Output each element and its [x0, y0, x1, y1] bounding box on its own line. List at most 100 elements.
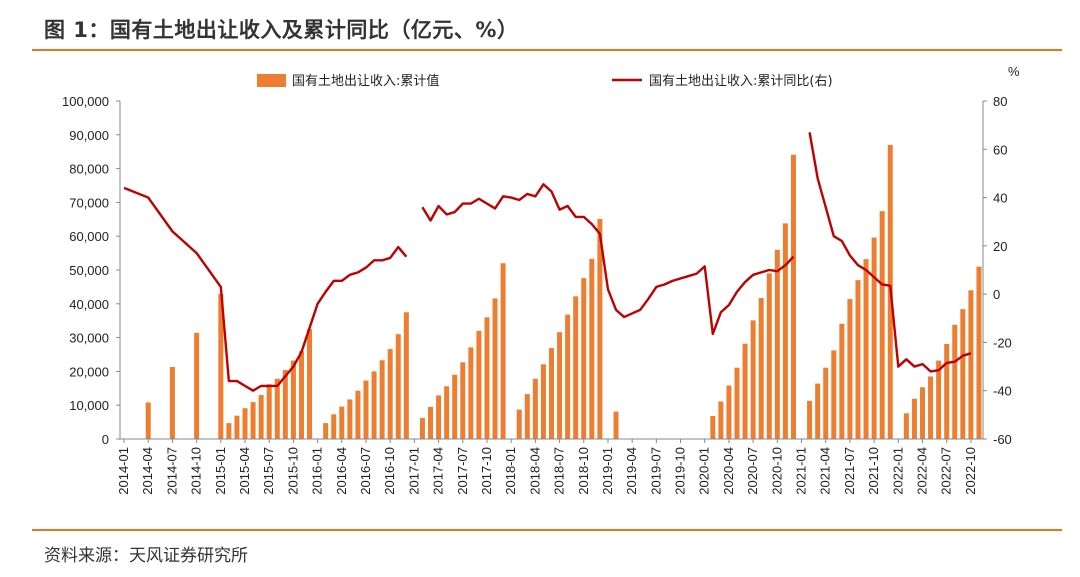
bar-2015-08: [274, 378, 280, 439]
y-left-tick-label: 70,000: [69, 195, 109, 210]
bar-2021-10: [871, 237, 877, 439]
bar-2018-05: [540, 364, 546, 439]
bar-2014-07: [169, 367, 175, 439]
x-tick-label: 2020-10: [769, 447, 784, 495]
bar-2021-08: [855, 280, 861, 439]
bar-2017-06: [452, 374, 458, 439]
bar-2021-04: [823, 367, 829, 439]
y-right-tick-label: 20: [993, 239, 1007, 254]
legend-line-label: 国有土地出让收入:累计同比(右): [649, 74, 833, 89]
yoy-line-segment-2: [808, 132, 972, 373]
bar-2016-09: [379, 360, 385, 439]
bar-2018-03: [524, 394, 530, 439]
y-right-tick-label: -20: [993, 335, 1012, 350]
bar-2015-10: [290, 360, 296, 439]
bar-2017-09: [476, 330, 482, 439]
bar-2015-09: [282, 370, 288, 439]
bar-2022-02: [903, 413, 909, 439]
x-tick-label: 2014-04: [140, 447, 155, 495]
bar-2018-04: [532, 378, 538, 439]
x-tick-label: 2019-01: [600, 447, 615, 495]
bar-2015-12: [307, 329, 313, 439]
x-tick-label: 2016-01: [310, 447, 325, 495]
x-axis: 2014-01 2014-04 2014-07 2014-10 2015-01 2015-…: [116, 439, 978, 495]
bar-2022-06: [936, 360, 942, 439]
chart-title: 图 1：国有土地出让收入及累计同比（亿元、%）: [44, 18, 519, 42]
x-tick-label: 2014-01: [116, 447, 131, 495]
x-tick-label: 2022-04: [915, 447, 930, 495]
bar-2015-02: [226, 423, 232, 439]
bar-2020-05: [734, 367, 740, 439]
y-right-tick-label: -40: [993, 384, 1012, 399]
bar-2016-04: [339, 406, 345, 439]
x-tick-label: 2017-07: [455, 447, 470, 495]
bar-2020-10: [774, 249, 780, 439]
bar-2015-07: [266, 384, 272, 439]
chart-legend: 国有土地出让收入:累计值 国有土地出让收入:累计同比(右): [257, 73, 833, 89]
y-right-tick-label: 80: [993, 94, 1007, 109]
bar-2021-07: [847, 299, 853, 439]
bar-2022-10: [968, 290, 974, 439]
bar-2017-04: [436, 395, 442, 439]
bar-2016-07: [363, 380, 369, 439]
bar-2016-11: [395, 334, 401, 439]
x-tick-label: 2021-04: [818, 447, 833, 495]
x-tick-label: 2017-04: [431, 447, 446, 495]
bar-2020-02: [710, 416, 716, 439]
x-tick-label: 2015-10: [285, 447, 300, 495]
x-tick-label: 2020-01: [697, 447, 712, 495]
chart-canvas: 国有土地出让收入:累计值 国有土地出让收入:累计同比(右) % 0 10,000 2…: [62, 64, 1020, 495]
x-tick-label: 2022-07: [939, 447, 954, 495]
x-tick-label: 2018-07: [552, 447, 567, 495]
line-series-group: [123, 132, 972, 392]
bar-2020-08: [758, 298, 764, 439]
bar-2014-04: [145, 402, 151, 439]
x-tick-label: 2021-10: [866, 447, 881, 495]
bar-2016-05: [347, 399, 353, 439]
bar-2016-08: [371, 371, 377, 439]
bar-2017-12: [500, 263, 506, 439]
y-left-tick-label: 60,000: [69, 229, 109, 244]
yoy-line-segment-1: [421, 183, 795, 336]
legend-bar-swatch: [257, 74, 286, 87]
y-axis-left: 0 10,000 20,000 30,000 40,000 50,000 60,000 70,…: [62, 94, 121, 447]
bar-2016-12: [403, 312, 409, 439]
right-axis-unit: %: [1008, 64, 1020, 79]
bar-2016-06: [355, 390, 361, 439]
x-tick-label: 2021-01: [794, 447, 809, 495]
bar-2022-09: [960, 309, 966, 439]
source-note: 资料来源：天风证券研究所: [44, 546, 248, 566]
yoy-line-segment-0: [123, 186, 408, 392]
bar-2015-11: [298, 351, 304, 439]
bar-2022-08: [952, 324, 958, 439]
bar-2020-03: [718, 401, 724, 439]
x-tick-label: 2022-01: [890, 447, 905, 495]
bar-2022-07: [944, 344, 950, 439]
bar-2018-08: [565, 314, 571, 439]
bar-2017-08: [468, 347, 474, 439]
bar-2022-11: [976, 266, 982, 439]
bar-2016-10: [387, 349, 393, 439]
bar-2019-02: [613, 411, 619, 439]
bar-2020-06: [742, 343, 748, 439]
bar-2021-06: [839, 323, 845, 439]
x-tick-label: 2019-10: [673, 447, 688, 495]
y-left-tick-label: 10,000: [69, 398, 109, 413]
bar-2017-02: [419, 418, 425, 439]
x-tick-label: 2018-01: [503, 447, 518, 495]
bar-2021-03: [815, 383, 821, 439]
bar-2015-06: [258, 395, 264, 439]
bar-2017-10: [484, 317, 490, 439]
bar-2016-03: [331, 414, 337, 439]
x-tick-label: 2020-07: [745, 447, 760, 495]
x-tick-label: 2015-07: [261, 447, 276, 495]
y-left-tick-label: 20,000: [69, 364, 109, 379]
bar-2017-05: [444, 386, 450, 439]
y-right-tick-label: -60: [993, 432, 1012, 447]
x-tick-label: 2019-04: [624, 447, 639, 495]
x-tick-label: 2016-07: [358, 447, 373, 495]
bar-series: [145, 144, 982, 440]
bar-2015-05: [250, 402, 256, 439]
bar-2018-02: [516, 409, 522, 439]
bar-2014-10: [194, 332, 200, 439]
